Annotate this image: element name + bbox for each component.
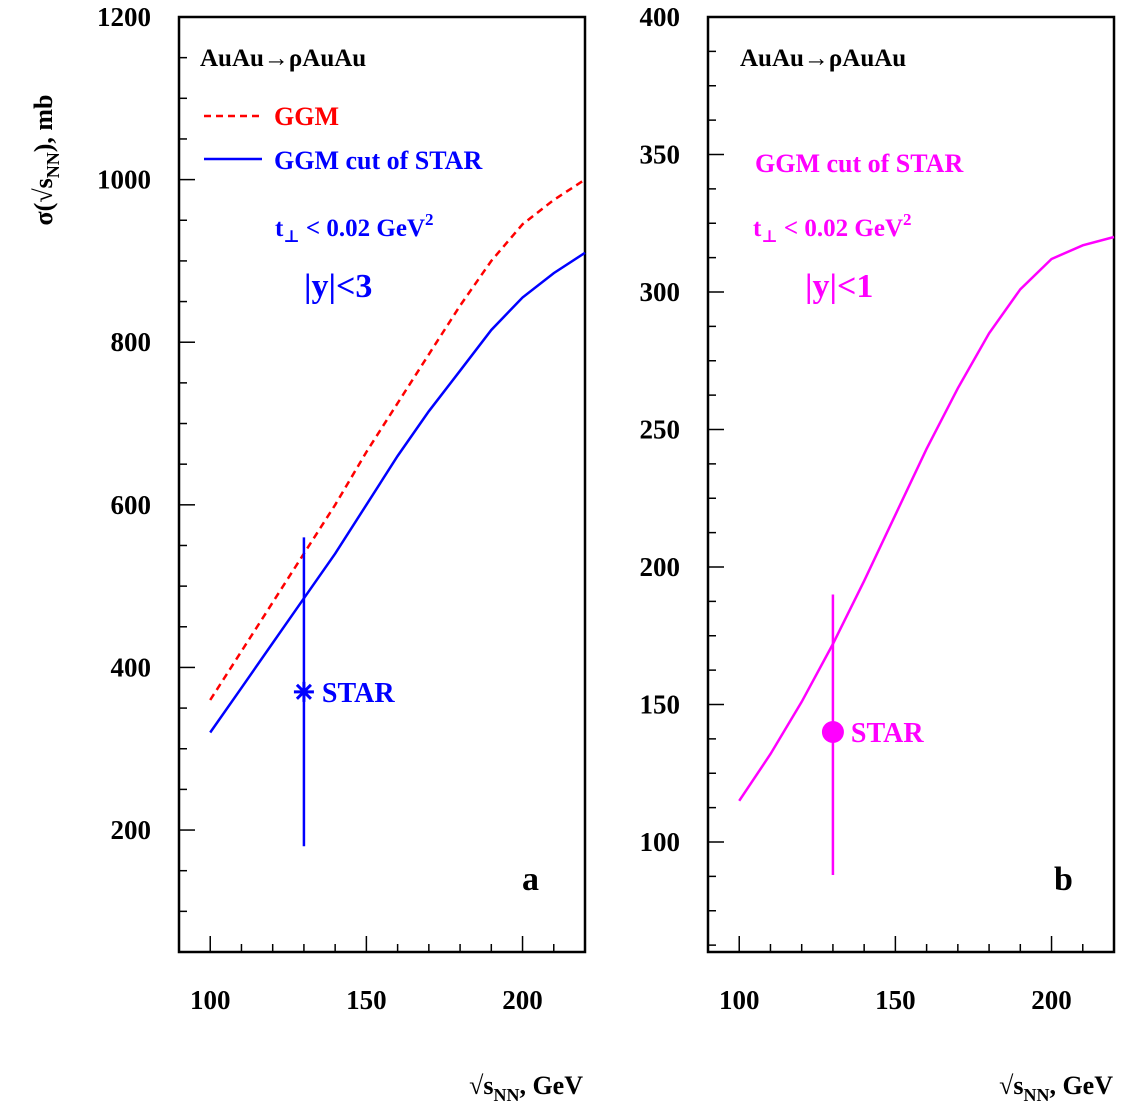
- panel-a-frame: [177, 15, 587, 954]
- panel-b-x-tick-label: 150: [875, 985, 916, 1015]
- panel-a-y-tick-label: 400: [111, 652, 152, 682]
- panel-a-legend-cut-label: GGM cut of STAR: [274, 146, 482, 175]
- panel-b-x-axis-title-suffix: , GeV: [1049, 1071, 1113, 1100]
- panel-b-marks: 100 150 200 100 150 200 250 300 350 400 STAR: [640, 2, 1115, 1015]
- panel-a-rapidity-label: |y|<3: [304, 268, 372, 305]
- panel-b-star-marker: [821, 721, 844, 743]
- panel-a-cut-sup: 2: [425, 210, 434, 229]
- panel-b-cut-main: < 0.02 GeV: [778, 215, 903, 242]
- panel-a-x-tick-label: 200: [502, 985, 543, 1015]
- panel-a-y-tick-label: 1200: [97, 2, 151, 32]
- panel-a-x-axis-title-sub: NN: [493, 1085, 519, 1105]
- panel-a-cut-label: t⊥ < 0.02 GeV2: [275, 210, 434, 246]
- panel-a-x-tick-label: 150: [346, 985, 387, 1015]
- panel-b-x-axis-title-sub: NN: [1023, 1085, 1049, 1105]
- panel-a-letter: a: [522, 861, 539, 898]
- panel-b-x-axis-title: √sNN, GeV: [999, 1071, 1113, 1105]
- y-axis-title-suffix: ), mb: [29, 95, 58, 153]
- y-axis-title: σ(√sNN), mb: [29, 95, 63, 226]
- panel-a-legend-ggm-label: GGM: [274, 102, 339, 131]
- panel-b-process-label: AuAu→ρAuAu: [740, 45, 906, 72]
- panel-b-cut-label: t⊥ < 0.02 GeV2: [753, 210, 912, 246]
- panel-b-y-tick-label: 300: [640, 277, 681, 307]
- panel-a-cut-sub: ⊥: [283, 227, 299, 246]
- panel-a-star-label: STAR: [322, 678, 395, 709]
- panel-b-y-tick-label: 350: [640, 140, 681, 170]
- y-axis-title-group: σ(√sNN), mb: [29, 95, 63, 226]
- panel-b-x-tick-label: 100: [719, 985, 760, 1015]
- panel-b-x-tick-label: 200: [1031, 985, 1072, 1015]
- panel-a-star-marker: [293, 681, 314, 702]
- panel-b-y-tick-label: 150: [640, 690, 681, 720]
- panel-a-marks: 100 150 200 200 400 600 800 1000 1200 STAR: [97, 2, 586, 1015]
- panel-a-cut-main: < 0.02 GeV: [300, 215, 425, 242]
- panel-a-x-tick-label: 100: [190, 985, 231, 1015]
- panel-a-y-tick-label: 1000: [97, 165, 151, 195]
- panel-b-cut-sup: 2: [903, 210, 912, 229]
- panel-a: 100 150 200 200 400 600 800 1000 1200 STAR AuAu→ρ…: [97, 2, 587, 1105]
- panel-a-y-tick-label: 600: [111, 490, 152, 520]
- panel-a-series-ggm-cut-of-star-line: [209, 251, 586, 734]
- panel-b-series-ggm-cut-of-star-line: [738, 235, 1115, 802]
- panel-a-process-label: AuAu→ρAuAu: [200, 45, 366, 72]
- panel-b-frame: [706, 15, 1116, 954]
- panel-b-y-tick-label: 100: [640, 827, 681, 857]
- panel-a-x-axis-title-suffix: , GeV: [519, 1071, 583, 1100]
- panel-a-x-axis-title: √sNN, GeV: [469, 1071, 583, 1105]
- panel-b-legend-cut-label: GGM cut of STAR: [755, 149, 963, 178]
- y-axis-title-prefix: σ(√s: [29, 178, 58, 225]
- panel-a-cut-prefix: t: [275, 215, 284, 242]
- panel-a-series-ggm-line: [209, 178, 586, 701]
- panel-a-y-tick-label: 200: [111, 815, 152, 845]
- panel-a-y-tick-label: 800: [111, 327, 152, 357]
- panel-b: 100 150 200 100 150 200 250 300 350 400 STAR AuAu→…: [640, 2, 1116, 1105]
- panel-b-y-tick-label: 250: [640, 415, 681, 445]
- panel-b-y-tick-label: 400: [640, 2, 681, 32]
- panel-b-star-label: STAR: [851, 718, 924, 749]
- panel-b-cut-sub: ⊥: [761, 227, 777, 246]
- panel-b-cut-prefix: t: [753, 215, 762, 242]
- panel-b-letter: b: [1054, 861, 1073, 898]
- panel-a-x-axis-title-prefix: √s: [469, 1071, 493, 1100]
- panel-b-y-tick-label: 200: [640, 552, 681, 582]
- panel-b-rapidity-label: |y|<1: [805, 268, 873, 305]
- y-axis-title-sub: NN: [43, 152, 63, 178]
- panel-b-x-axis-title-prefix: √s: [999, 1071, 1023, 1100]
